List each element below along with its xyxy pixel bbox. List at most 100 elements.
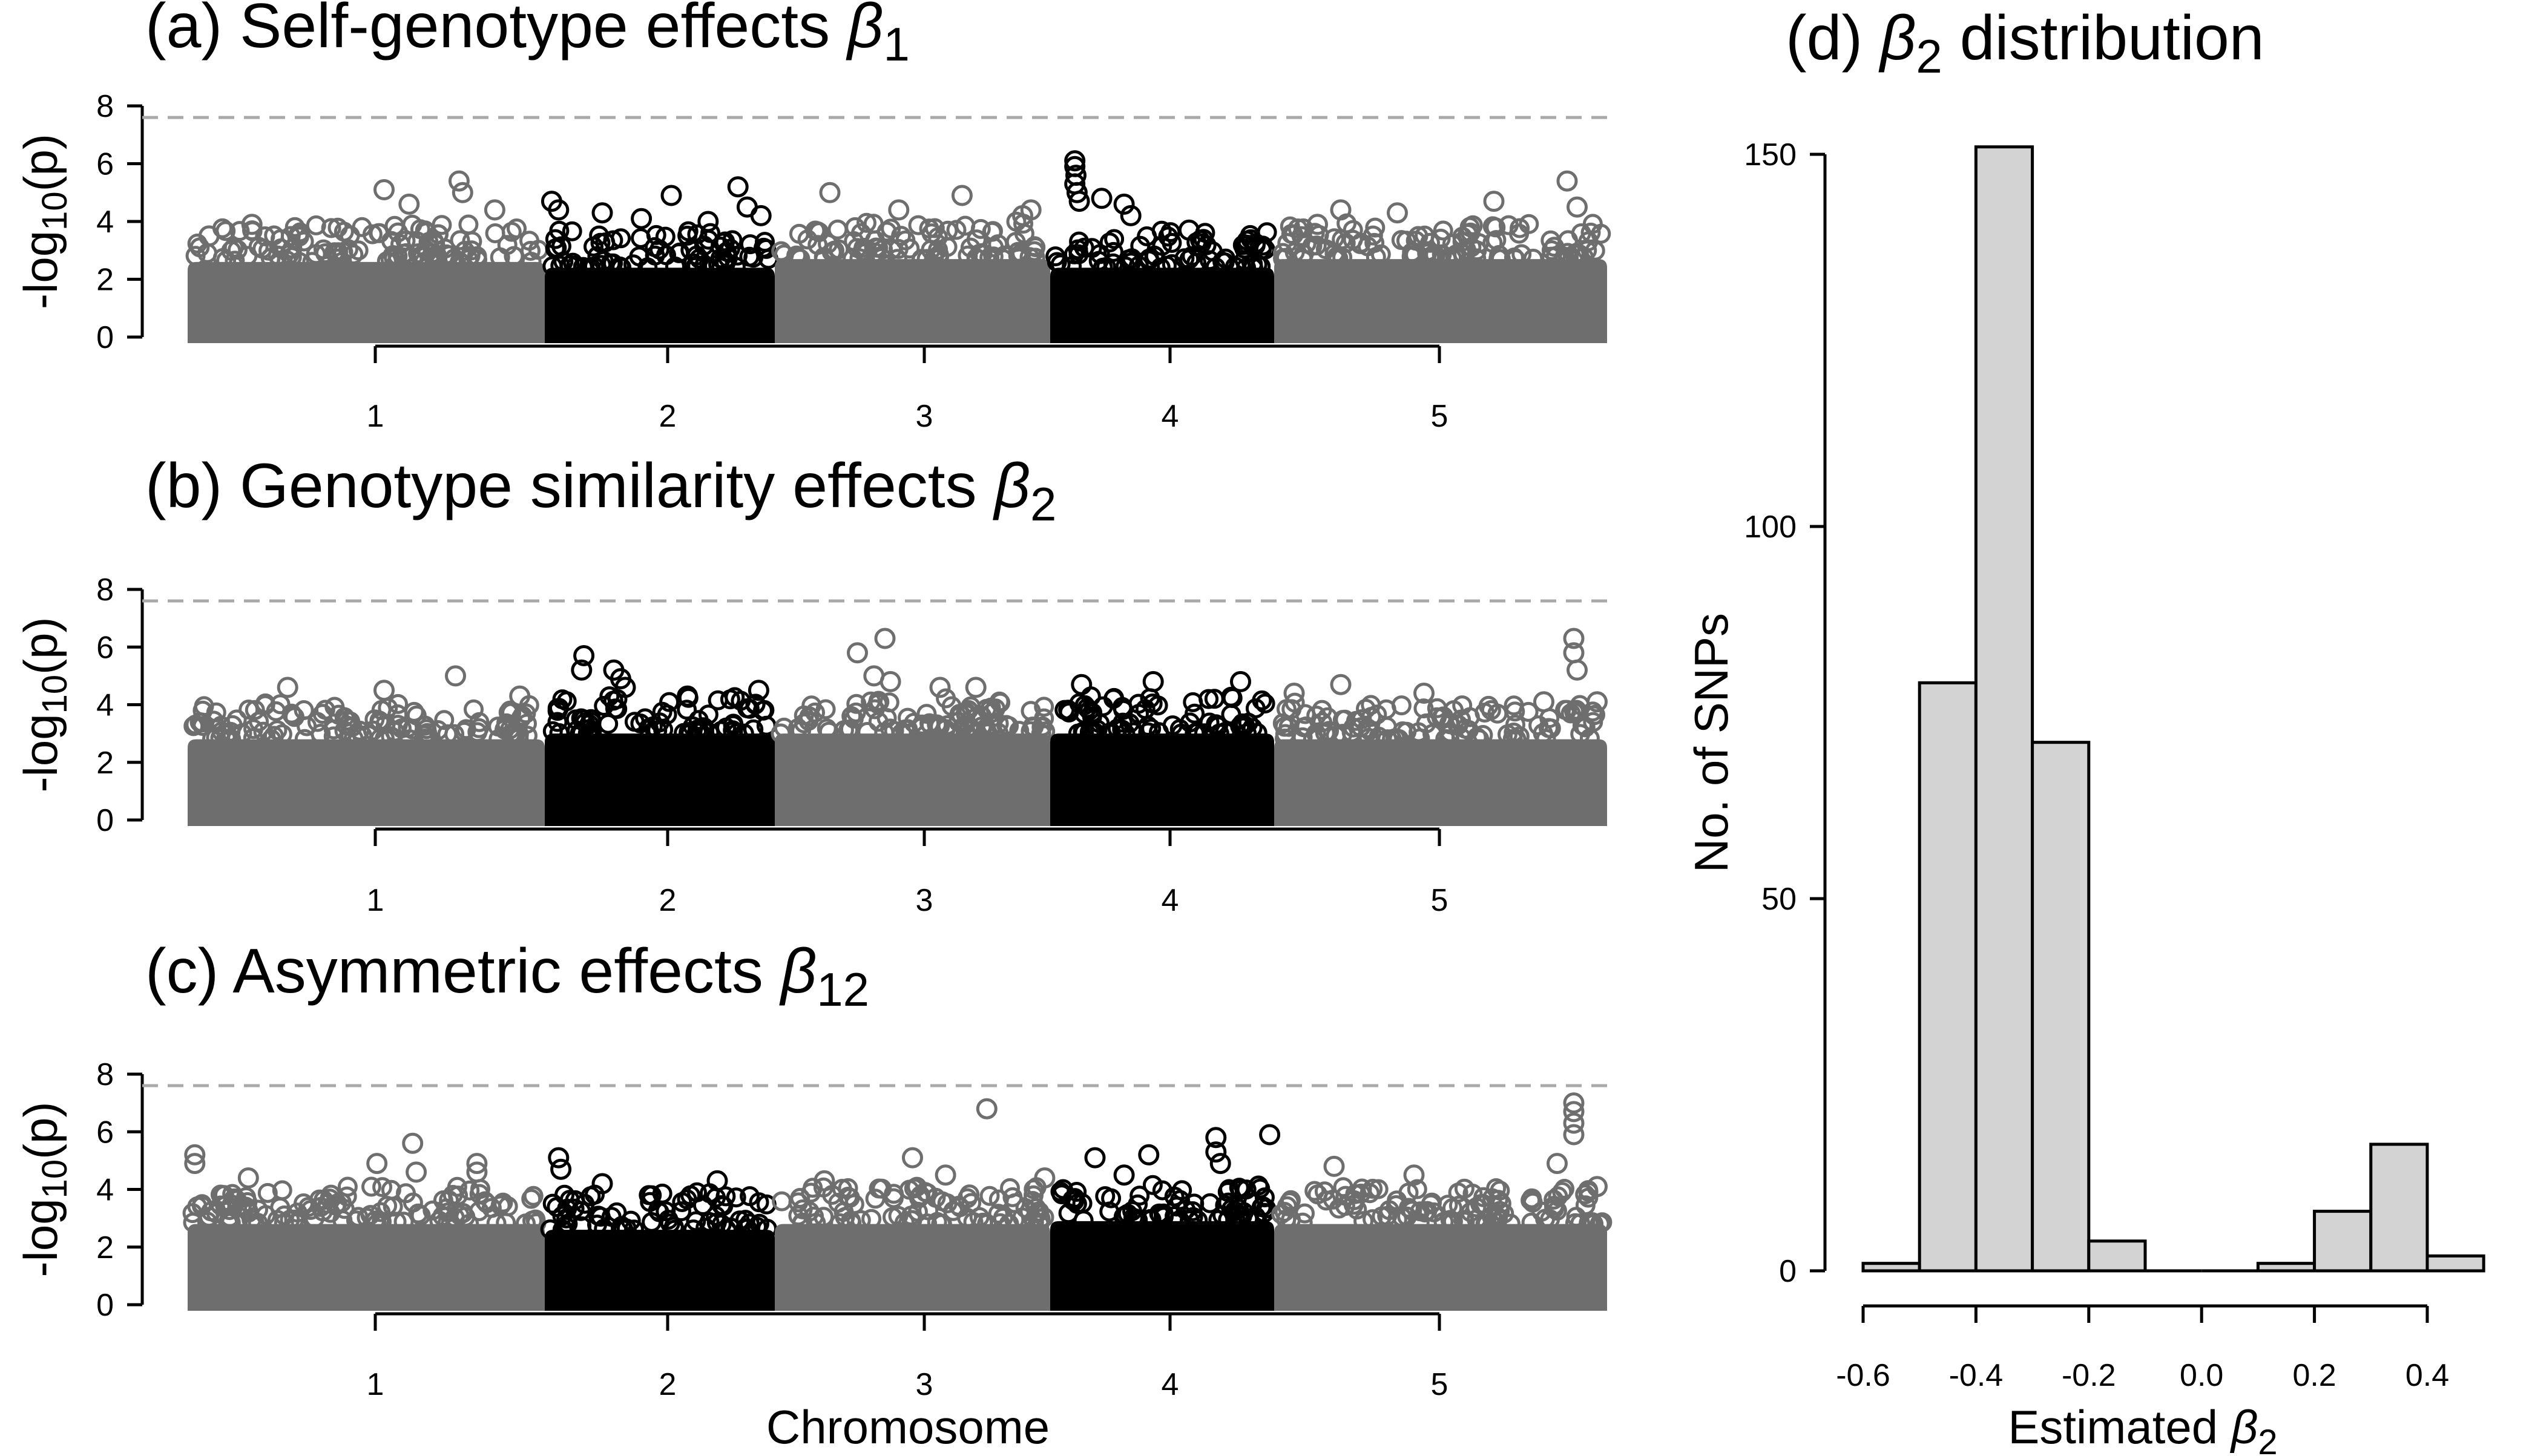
- x-tick-label: 1: [367, 883, 384, 918]
- snp-point: [623, 254, 643, 275]
- snp-point: [553, 1219, 574, 1240]
- snp-point: [340, 225, 360, 246]
- snp-point: [1115, 723, 1136, 744]
- snp-point: [605, 698, 625, 719]
- snp-point: [1548, 1186, 1568, 1207]
- snp-point: [1407, 1179, 1427, 1199]
- snp-peak-point: [1113, 1164, 1135, 1186]
- x-axis-title: Chromosome: [766, 1400, 1050, 1454]
- snp-point: [464, 699, 484, 720]
- y-tick-label: 0: [96, 320, 114, 355]
- snp-point: [1006, 211, 1027, 232]
- x-tick-label: 3: [916, 883, 933, 918]
- snp-point: [1130, 235, 1151, 256]
- snp-peak-point: [484, 199, 505, 221]
- snp-point: [1476, 1213, 1497, 1234]
- y-tick-label: 0: [1779, 1254, 1797, 1289]
- snp-point: [481, 1198, 502, 1218]
- snp-point: [518, 726, 538, 746]
- snp-peak-point: [614, 677, 636, 698]
- snp-point: [669, 242, 690, 263]
- y-axis-title: -log10(p): [14, 1102, 74, 1277]
- chromosome-5-points: [1272, 692, 1607, 826]
- snp-point: [284, 707, 304, 727]
- snp-point: [422, 1200, 443, 1221]
- snp-point: [185, 246, 206, 266]
- snp-point: [1580, 222, 1601, 243]
- snp-peak-point: [1563, 1124, 1585, 1146]
- x-tick-label: 2: [659, 1367, 677, 1402]
- chromosome-4-dense-band: [1050, 267, 1274, 343]
- snp-point: [1185, 703, 1205, 724]
- snp-point: [384, 215, 405, 236]
- snp-point: [916, 704, 937, 724]
- chromosome-2-dense-band: [545, 733, 775, 826]
- y-tick-label: 8: [96, 89, 114, 124]
- snp-point: [1557, 243, 1578, 263]
- snp-peak-point: [1556, 170, 1578, 192]
- snp-point: [892, 723, 912, 743]
- snp-point: [1410, 728, 1430, 749]
- snp-peak-point: [748, 680, 769, 701]
- snp-point: [238, 700, 259, 720]
- snp-point: [749, 1192, 769, 1213]
- snp-point: [988, 1189, 1009, 1210]
- y-axis-title-suffix: (p): [14, 617, 67, 675]
- snp-peak-point: [406, 1161, 427, 1183]
- snp-point: [383, 1196, 403, 1217]
- snp-point: [1439, 724, 1459, 745]
- snp-point: [1185, 723, 1205, 744]
- snp-point: [1363, 1178, 1383, 1199]
- snp-point: [1498, 215, 1519, 235]
- snp-point: [1247, 254, 1268, 275]
- snp-point: [894, 1212, 915, 1233]
- y-axis-title-suffix: (p): [14, 134, 67, 191]
- snp-peak-point: [241, 214, 263, 235]
- snp-point: [587, 246, 608, 266]
- snp-point: [678, 221, 699, 241]
- y-tick-label: 50: [1761, 882, 1797, 917]
- snp-point: [1236, 257, 1257, 278]
- snp-point: [1578, 231, 1599, 252]
- snp-point: [865, 242, 886, 263]
- snp-point: [1119, 713, 1140, 733]
- snp-point: [1350, 1183, 1371, 1204]
- snp-point: [1228, 1198, 1249, 1219]
- chromosome-1-points: [183, 693, 545, 826]
- snp-point: [1252, 690, 1272, 710]
- snp-point: [1538, 718, 1559, 738]
- snp-point: [511, 708, 531, 729]
- snp-point: [1518, 701, 1539, 722]
- snp-point: [574, 1193, 595, 1214]
- snp-peak-point: [571, 659, 593, 681]
- histogram-bar: [2031, 741, 2091, 1273]
- snp-point: [613, 1219, 634, 1240]
- snp-point: [1077, 698, 1097, 718]
- snp-peak-point: [373, 179, 395, 200]
- snp-point: [257, 1182, 278, 1203]
- snp-point: [294, 729, 315, 749]
- snp-point: [1024, 1179, 1044, 1199]
- snp-point: [404, 701, 424, 722]
- snp-point: [983, 221, 1003, 241]
- snp-point: [868, 690, 889, 711]
- snp-point: [938, 220, 958, 241]
- panel-b-manhattan: (b) Genotype similarity effects β202468-…: [14, 451, 1608, 918]
- snp-peak-point: [1120, 205, 1142, 226]
- snp-point: [453, 1203, 473, 1223]
- snp-point: [408, 1203, 429, 1224]
- snp-point: [496, 1213, 516, 1233]
- x-tick-label: -0.4: [1949, 1358, 2004, 1393]
- snp-point: [888, 238, 909, 259]
- snp-point: [957, 1188, 978, 1208]
- panel-a-manhattan: (a) Self-genotype effects β102468-log10(…: [14, 0, 1611, 434]
- snp-peak-point: [697, 211, 719, 232]
- snp-point: [656, 1201, 676, 1222]
- snp-point: [943, 1201, 964, 1221]
- snp-point: [692, 717, 712, 738]
- snp-point: [788, 248, 809, 267]
- snp-point: [361, 1176, 381, 1197]
- snp-point: [717, 241, 737, 262]
- snp-point: [1582, 214, 1603, 234]
- snp-point: [590, 232, 611, 253]
